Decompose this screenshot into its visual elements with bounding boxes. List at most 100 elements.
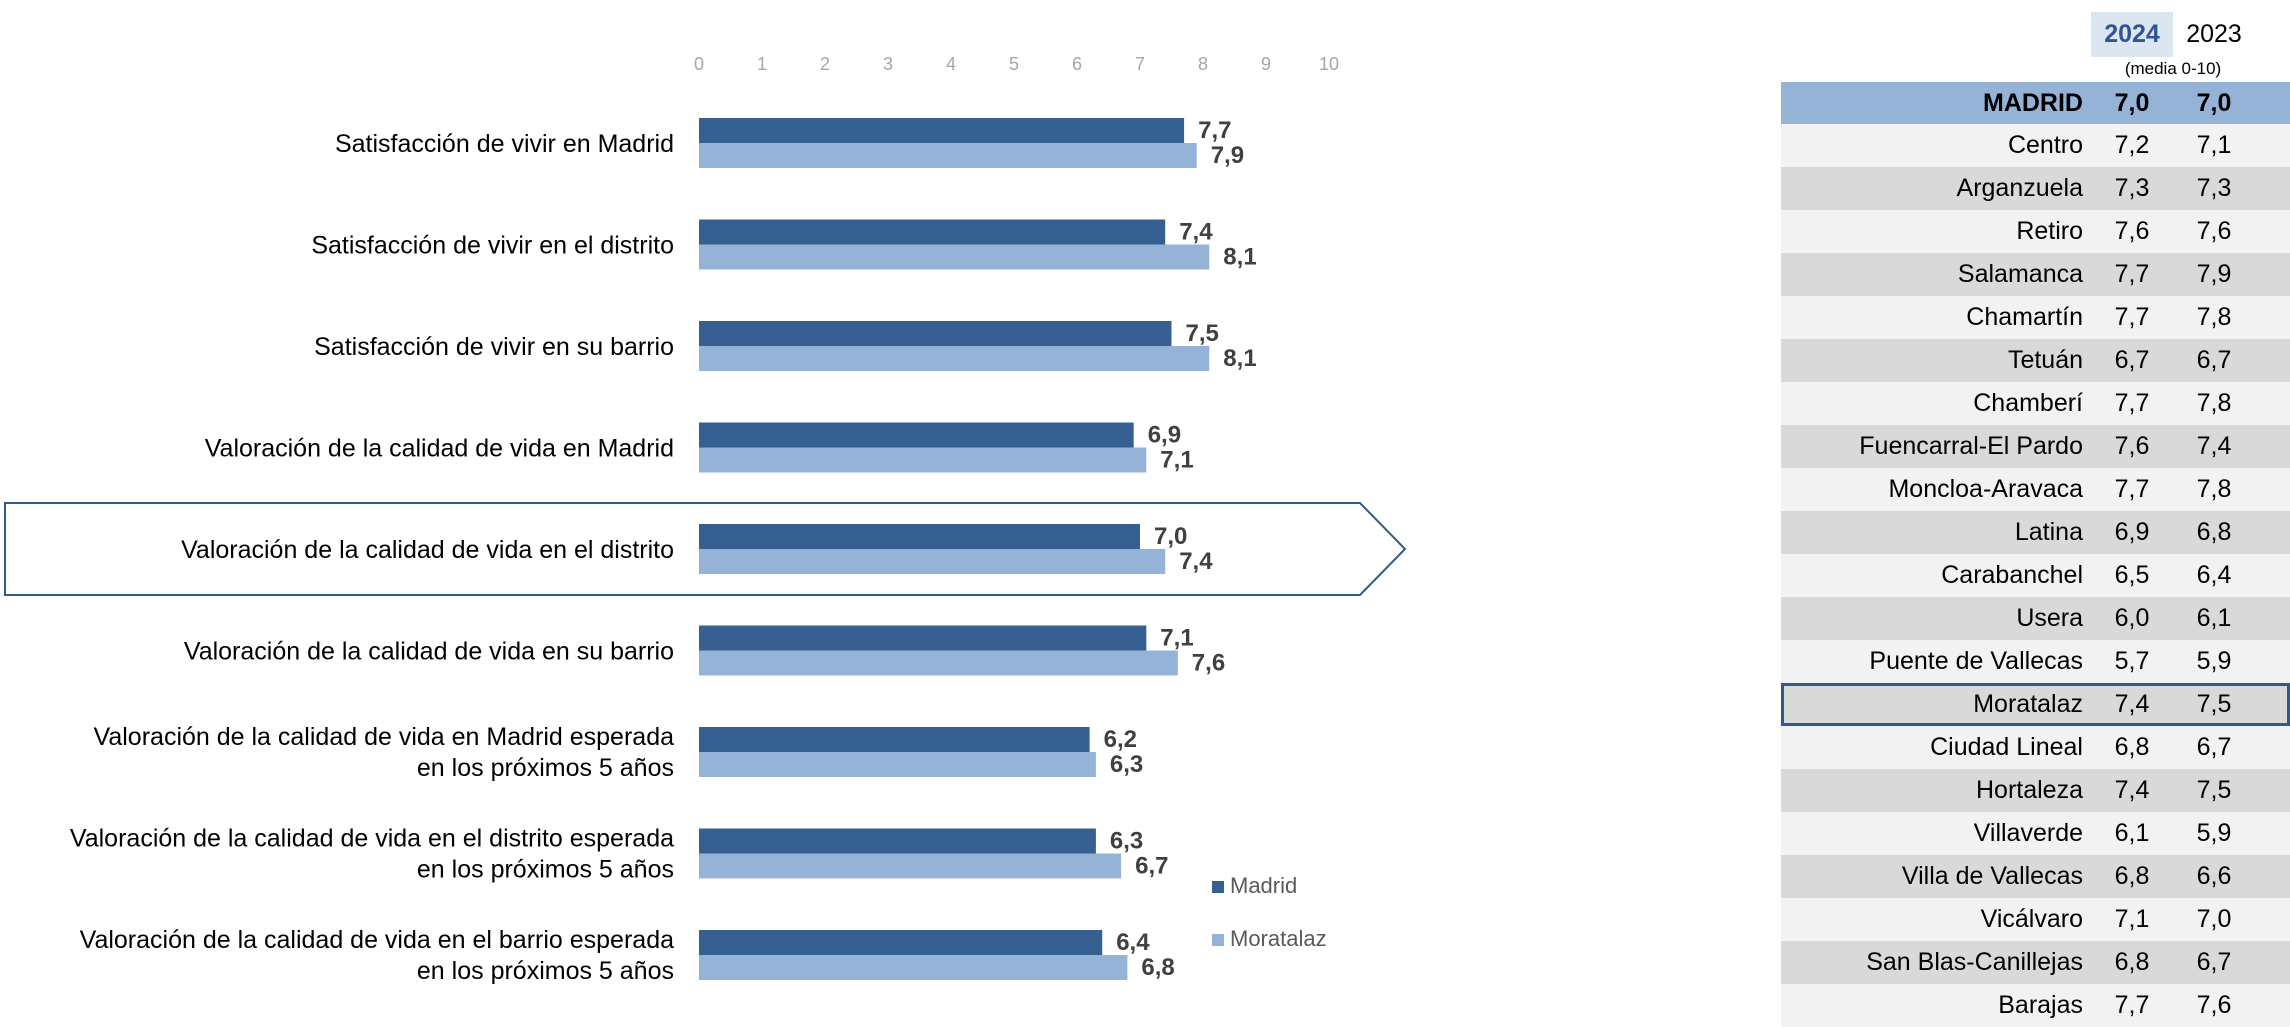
row-name: Puente de Vallecas: [1869, 647, 2083, 675]
value-label: 7,9: [1211, 142, 1244, 169]
bar-moratalaz: [699, 549, 1166, 574]
row-name: Retiro: [2016, 217, 2083, 245]
row-name: Hortaleza: [1976, 776, 2083, 804]
x-tick-label: 0: [694, 54, 704, 74]
table-header: 2024 2023: [1781, 12, 2290, 57]
row-value-2023: 7,8: [2196, 303, 2232, 331]
table-row: Barajas 7,7 7,6: [1781, 984, 2290, 1027]
row-value-2023: 7,0: [2196, 905, 2232, 933]
table-row: Tetuán 6,7 6,7: [1781, 339, 2290, 382]
category-label: en los próximos 5 años: [417, 957, 674, 985]
category-label: Valoración de la calidad de vida en su b…: [184, 638, 674, 666]
x-tick-label: 6: [1072, 54, 1082, 74]
row-value-2024: 7,1: [2114, 905, 2150, 933]
row-value-2024: 6,8: [2114, 733, 2150, 761]
row-name: Centro: [2007, 131, 2083, 159]
table-row: Puente de Vallecas 5,7 5,9: [1781, 640, 2290, 683]
row-value-2024: 6,5: [2114, 561, 2150, 589]
row-value-2023: 5,9: [2196, 647, 2232, 675]
bar-madrid: [699, 828, 1096, 854]
table-row: Carabanchel 6,5 6,4: [1781, 554, 2290, 597]
row-name: Villa de Vallecas: [1901, 862, 2083, 890]
bar-moratalaz: [699, 853, 1122, 879]
table-row: San Blas-Canillejas 6,8 6,7: [1781, 941, 2290, 984]
value-label: 7,0: [1154, 523, 1187, 550]
x-tick-label: 1: [757, 54, 767, 74]
x-tick-label: 8: [1198, 54, 1208, 74]
row-value-2024: 7,3: [2114, 174, 2150, 202]
category-label: Valoración de la calidad de vida en el d…: [181, 536, 674, 564]
row-value-2023: 7,4: [2196, 432, 2232, 460]
table-row: Ciudad Lineal 6,8 6,7: [1781, 726, 2290, 769]
value-label: 6,4: [1116, 929, 1150, 956]
row-value-2023: 7,6: [2196, 991, 2232, 1019]
bar-madrid: [699, 524, 1140, 549]
x-tick-label: 9: [1261, 54, 1271, 74]
row-value-2024: 7,2: [2114, 131, 2150, 159]
row-value-2023: 5,9: [2196, 819, 2232, 847]
value-label: 7,7: [1198, 117, 1231, 144]
bar-madrid: [699, 727, 1090, 752]
row-value-2024: 6,8: [2114, 948, 2150, 976]
row-name: Moratalaz: [1973, 690, 2083, 718]
row-value-2023: 6,7: [2196, 948, 2232, 976]
row-value-2024: 7,7: [2114, 991, 2150, 1019]
bar-madrid: [699, 625, 1147, 651]
row-value-2024: 7,4: [2114, 690, 2150, 718]
legend-swatch-madrid: [1212, 881, 1224, 893]
row-value-2024: 6,0: [2114, 604, 2150, 632]
bar-madrid: [699, 321, 1172, 346]
value-label: 6,3: [1110, 828, 1143, 855]
row-value-2024: 5,7: [2114, 647, 2150, 675]
row-name: MADRID: [1983, 88, 2083, 117]
bar-chart: 0 1 2 3 4 5 6 7 8 9 10 7,77,9 Satisfacción de vivir …: [4, 54, 1407, 985]
table-body: MADRID 7,0 7,0 Centro 7,2 7,1 Arganzuela 7,3 7,3…: [1781, 82, 2290, 1027]
row-value-2023: 7,5: [2196, 690, 2232, 718]
row-value-2023: 6,8: [2196, 518, 2232, 546]
table-row: Hortaleza 7,4 7,5: [1781, 769, 2290, 812]
table-row: Fuencarral-El Pardo 7,6 7,4: [1781, 425, 2290, 468]
bar-moratalaz: [699, 244, 1210, 270]
category-label: Satisfacción de vivir en su barrio: [314, 333, 674, 361]
row-name: San Blas-Canillejas: [1866, 948, 2083, 976]
x-tick-label: 10: [1319, 54, 1339, 74]
table-row: Villa de Vallecas 6,8 6,6: [1781, 855, 2290, 898]
legend-swatch-moratalaz: [1212, 934, 1224, 946]
value-label: 7,4: [1179, 219, 1213, 246]
value-label: 7,5: [1186, 320, 1219, 347]
row-name: Chamberí: [1973, 389, 2083, 417]
category-label: Valoración de la calidad de vida en Madr…: [205, 435, 674, 463]
row-value-2023: 7,5: [2196, 776, 2232, 804]
x-tick-label: 7: [1135, 54, 1145, 74]
legend-label-moratalaz: Moratalaz: [1230, 926, 1327, 951]
row-name: Tetuán: [2007, 346, 2083, 374]
bar-moratalaz: [699, 752, 1096, 777]
value-label: 8,1: [1223, 345, 1256, 372]
value-label: 6,9: [1148, 422, 1181, 449]
row-value-2024: 7,6: [2114, 432, 2150, 460]
table-row: Chamartín 7,7 7,8: [1781, 296, 2290, 339]
row-value-2024: 6,1: [2114, 819, 2150, 847]
row-value-2024: 7,4: [2114, 776, 2150, 804]
row-name: Chamartín: [1966, 303, 2083, 331]
table-row: Chamberí 7,7 7,8: [1781, 382, 2290, 425]
table-row: Vicálvaro 7,1 7,0: [1781, 898, 2290, 941]
x-tick-label: 5: [1009, 54, 1019, 74]
row-value-2023: 6,1: [2196, 604, 2232, 632]
value-label: 6,7: [1135, 853, 1168, 880]
table-row: Retiro 7,6 7,6: [1781, 210, 2290, 253]
value-label: 7,1: [1160, 625, 1193, 652]
row-value-2023: 6,6: [2196, 862, 2232, 890]
row-value-2024: 7,7: [2114, 389, 2150, 417]
row-name: Vicálvaro: [1980, 905, 2083, 933]
bar-moratalaz: [699, 346, 1210, 371]
row-value-2023: 7,0: [2196, 88, 2232, 117]
value-label: 6,8: [1141, 954, 1174, 981]
row-name: Barajas: [1998, 991, 2083, 1019]
category-label: Satisfacción de vivir en el distrito: [311, 232, 674, 260]
value-label: 6,3: [1110, 751, 1143, 778]
category-label: en los próximos 5 años: [417, 754, 674, 782]
row-value-2023: 7,1: [2196, 131, 2232, 159]
value-label: 8,1: [1223, 244, 1256, 271]
bar-madrid: [699, 219, 1166, 245]
